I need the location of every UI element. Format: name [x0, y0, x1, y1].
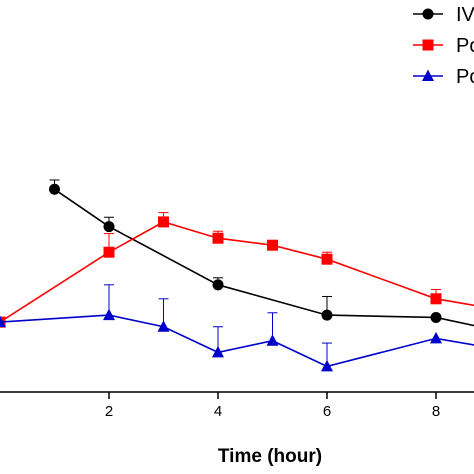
data-point: [103, 246, 115, 258]
series-line: [0, 314, 474, 368]
data-point: [430, 293, 442, 305]
legend-marker: [422, 69, 434, 81]
legend-marker: [422, 8, 434, 20]
data-point: [212, 232, 224, 244]
legend-item-3: Po: [413, 66, 474, 88]
data-point: [49, 183, 60, 195]
data-point: [430, 331, 442, 344]
series-2: [0, 212, 474, 328]
legend-label: IV: [456, 4, 474, 26]
data-point: [103, 308, 115, 321]
legend-label: Po: [456, 35, 474, 57]
data-point: [212, 279, 224, 291]
data-point: [0, 315, 6, 328]
x-tick-label: 6: [323, 403, 331, 420]
series-3: [0, 284, 474, 372]
x-tick-label: 4: [214, 403, 222, 420]
series-line: [0, 221, 474, 323]
legend: IV Po Po: [413, 4, 474, 88]
x-tick-label: 8: [432, 403, 440, 420]
legend-item-2: Po: [413, 35, 474, 57]
data-point: [157, 320, 170, 332]
series-1: [49, 179, 474, 327]
data-point: [321, 253, 333, 265]
x-axis-title: Time (hour): [218, 446, 322, 467]
series-line: [54, 188, 474, 327]
legend-label: Po: [456, 66, 474, 88]
data-point: [321, 359, 333, 372]
x-axis-ticks: 2 4 6 8: [105, 392, 440, 420]
data-point: [430, 311, 442, 323]
data-point: [158, 216, 169, 228]
series-layer: [0, 179, 474, 372]
plot-area: 2 4 6 8: [0, 179, 474, 420]
data-point: [103, 221, 115, 233]
legend-marker: [422, 39, 434, 51]
data-point: [266, 334, 279, 346]
data-point: [267, 239, 278, 251]
data-point: [212, 345, 224, 358]
x-tick-label: 2: [105, 403, 113, 420]
legend-item-1: IV: [413, 4, 474, 26]
data-point: [321, 309, 333, 321]
